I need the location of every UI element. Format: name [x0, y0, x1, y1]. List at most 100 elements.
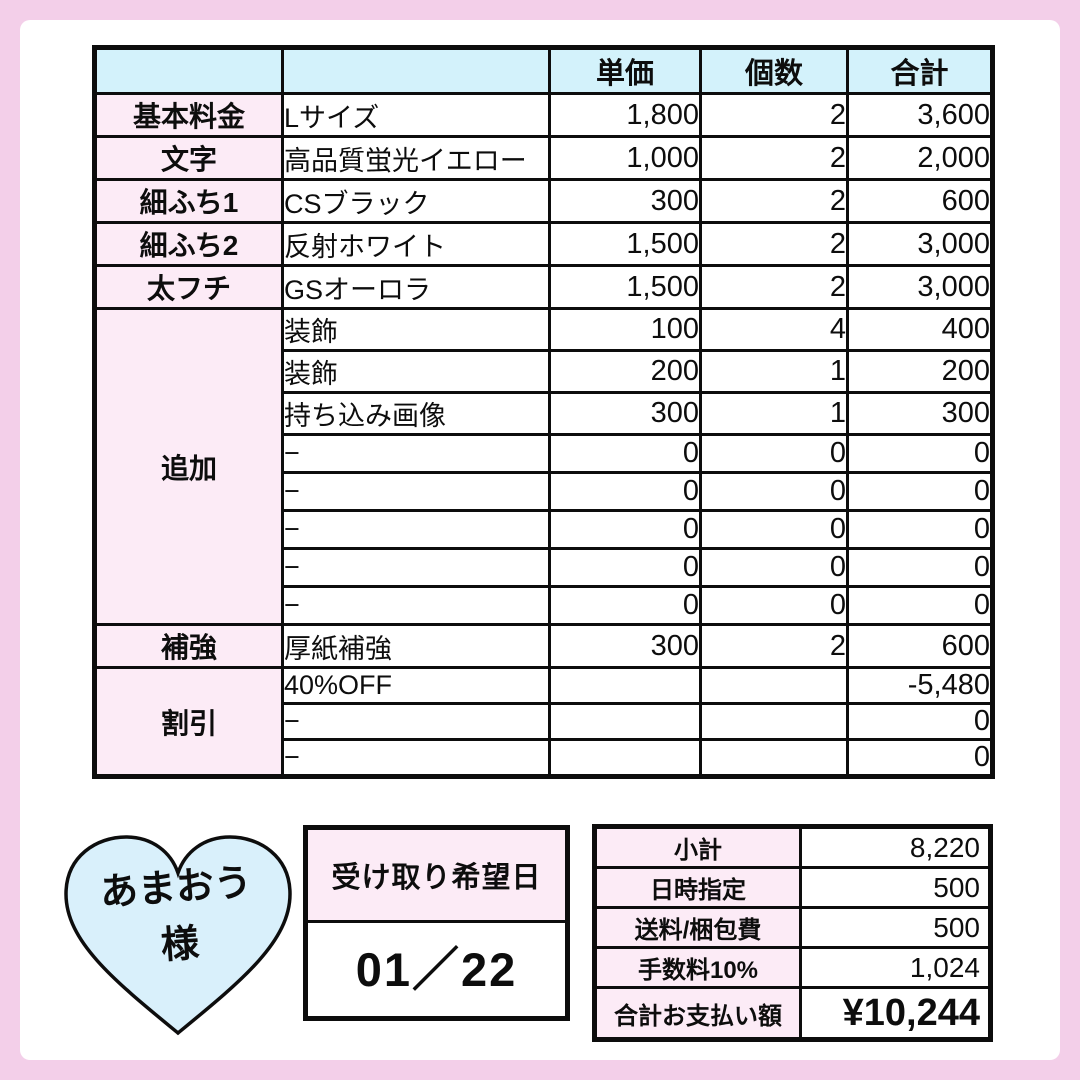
row-quantity: 0	[699, 471, 849, 512]
row-quantity	[699, 702, 849, 741]
row-description: −	[281, 433, 551, 474]
row-total: -5,480	[846, 666, 994, 705]
row-label: 細ふち2	[93, 221, 284, 267]
table-row: − 0 0 0	[95, 471, 994, 512]
row-quantity	[699, 666, 849, 705]
row-description: 装飾	[281, 307, 551, 352]
row-quantity: 0	[699, 585, 849, 626]
row-quantity: 2	[699, 264, 849, 310]
row-quantity	[699, 738, 849, 778]
table-row: − 0 0 0	[95, 547, 994, 588]
addon-section-label: 追加	[93, 307, 284, 626]
row-quantity: 2	[699, 135, 849, 181]
row-total: 0	[846, 585, 994, 626]
table-row: − 0 0 0	[95, 433, 994, 474]
header-empty-category	[93, 46, 284, 95]
row-quantity: 1	[699, 391, 849, 436]
row-total: 300	[846, 391, 994, 436]
row-unit-price: 0	[548, 509, 702, 550]
row-description: 高品質蛍光イエロー	[281, 135, 551, 181]
discount-section-label: 割引	[93, 666, 284, 778]
row-unit-price: 0	[548, 547, 702, 588]
row-quantity: 1	[699, 349, 849, 394]
row-total: 200	[846, 349, 994, 394]
row-total: 0	[846, 471, 994, 512]
table-row: 割引 40%OFF -5,480	[93, 666, 994, 778]
row-unit-price: 300	[548, 178, 702, 224]
row-unit-price: 0	[548, 471, 702, 512]
row-unit-price: 1,000	[548, 135, 702, 181]
row-unit-price	[548, 666, 702, 705]
order-table: 単価 個数 合計 基本料金 Lサイズ 1,800 2 3,600 文字 高品質蛍…	[92, 45, 995, 779]
row-unit-price	[548, 738, 702, 778]
table-row: − 0	[95, 702, 994, 741]
header-total: 合計	[846, 46, 994, 95]
table-row: 文字 高品質蛍光イエロー 1,000 2 2,000	[93, 135, 994, 181]
row-total: 2,000	[846, 135, 994, 181]
table-row: 細ふち2 反射ホワイト 1,500 2 3,000	[93, 221, 994, 267]
row-unit-price: 300	[548, 391, 702, 436]
summary-row-fee: 手数料10% 1,024	[593, 946, 992, 989]
summary-label: 送料/梱包費	[593, 906, 802, 949]
pickup-date-value: 01／22	[355, 943, 518, 996]
row-label: 文字	[93, 135, 284, 181]
row-unit-price: 200	[548, 349, 702, 394]
summary-row-grand-total: 合計お支払い額 ¥10,244	[593, 986, 992, 1041]
row-description: CSブラック	[281, 178, 551, 224]
row-description: 厚紙補強	[281, 623, 551, 669]
row-unit-price: 1,500	[548, 221, 702, 267]
row-unit-price: 1,500	[548, 264, 702, 310]
row-quantity: 2	[699, 221, 849, 267]
row-total: 0	[846, 547, 994, 588]
table-row: 太フチ GSオーロラ 1,500 2 3,000	[93, 264, 994, 310]
summary-value: 500	[799, 906, 992, 949]
pickup-date-label: 受け取り希望日	[308, 830, 565, 923]
row-unit-price: 100	[548, 307, 702, 352]
row-total: 3,000	[846, 221, 994, 267]
customer-name-line: あまおう	[98, 861, 254, 915]
summary-row-date-designation: 日時指定 500	[593, 866, 992, 909]
table-row: 追加 装飾 100 4 400	[93, 307, 994, 626]
row-total: 3,000	[846, 264, 994, 310]
summary-value: 8,220	[799, 825, 992, 869]
header-quantity: 個数	[699, 46, 849, 95]
pickup-date-box: 受け取り希望日 01／22	[303, 825, 570, 1021]
customer-honorific: 様	[159, 922, 201, 968]
table-row: − 0	[95, 738, 994, 778]
row-total: 3,600	[846, 92, 994, 138]
row-description: −	[281, 738, 551, 778]
summary-grand-total-value: ¥10,244	[799, 986, 992, 1041]
row-quantity: 0	[699, 509, 849, 550]
row-description: −	[281, 471, 551, 512]
row-total: 600	[846, 623, 994, 669]
summary-label: 日時指定	[593, 866, 802, 909]
summary-value: 500	[799, 866, 992, 909]
row-quantity: 0	[699, 433, 849, 474]
summary-table: 小計 8,220 日時指定 500 送料/梱包費 500 手数料10% 1,02…	[592, 824, 993, 1042]
row-description: 40%OFF	[281, 666, 551, 705]
table-row: 持ち込み画像 300 1 300	[95, 391, 994, 436]
row-total: 600	[846, 178, 994, 224]
row-total: 0	[846, 433, 994, 474]
header-unit-price: 単価	[548, 46, 702, 95]
table-row: − 0 0 0	[95, 585, 994, 626]
customer-name-heart: あまおう 様	[52, 826, 304, 1048]
table-row: 補強 厚紙補強 300 2 600	[93, 623, 994, 669]
row-label: 補強	[93, 623, 284, 669]
summary-label: 手数料10%	[593, 946, 802, 989]
header-empty-description	[281, 46, 551, 95]
row-description: −	[281, 547, 551, 588]
row-unit-price: 0	[548, 433, 702, 474]
row-quantity: 4	[699, 307, 849, 352]
row-description: −	[281, 509, 551, 550]
row-quantity: 2	[699, 178, 849, 224]
row-label: 太フチ	[93, 264, 284, 310]
summary-row-subtotal: 小計 8,220	[593, 825, 992, 869]
row-unit-price: 0	[548, 585, 702, 626]
row-total: 0	[846, 509, 994, 550]
table-row: − 0 0 0	[95, 509, 994, 550]
customer-name: あまおう 様	[48, 851, 307, 982]
row-description: 反射ホワイト	[281, 221, 551, 267]
row-label: 細ふち1	[93, 178, 284, 224]
row-label: 基本料金	[93, 92, 284, 138]
